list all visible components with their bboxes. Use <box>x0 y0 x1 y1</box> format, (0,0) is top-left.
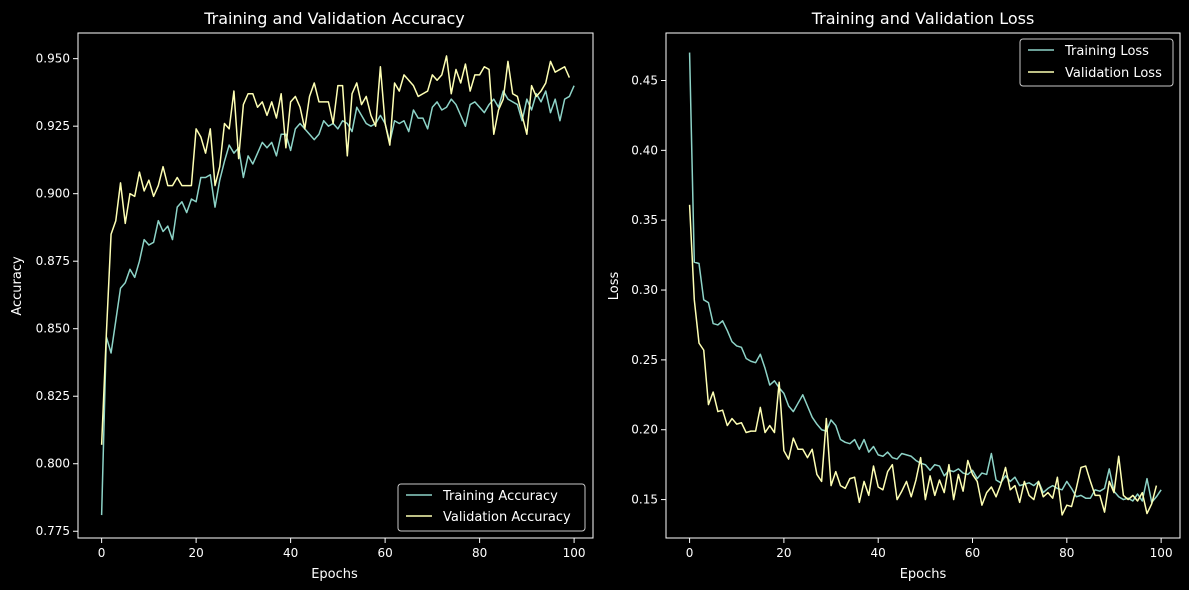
loss-x-tick-label: 60 <box>965 546 980 560</box>
loss-y-tick-label: 0.45 <box>631 73 658 87</box>
loss-x-tick-label: 20 <box>776 546 791 560</box>
loss-y-tick-label: 0.35 <box>631 213 658 227</box>
loss-x-tick-label: 0 <box>686 546 694 560</box>
loss-y-tick-label: 0.20 <box>631 423 658 437</box>
loss-y-tick-label: 0.25 <box>631 353 658 367</box>
accuracy-x-tick-label: 0 <box>98 546 106 560</box>
loss-ticks: 0 20 40 60 80 100 0.15 0.20 0.25 0.30 0.35 0.40 0.45 <box>631 73 1172 560</box>
loss-y-tick-label: 0.15 <box>631 493 658 507</box>
accuracy-y-tick-label: 0.850 <box>36 322 70 336</box>
accuracy-series <box>100 55 575 516</box>
loss-chart: Training and Validation Loss Epochs Loss… <box>607 9 1181 582</box>
loss-chart-title: Training and Validation Loss <box>811 9 1035 28</box>
series-line-training-loss <box>688 52 1162 504</box>
accuracy-y-tick-label: 0.900 <box>36 187 70 201</box>
legend-label-training-loss: Training Loss <box>1064 44 1149 59</box>
loss-y-axis-label: Loss <box>607 272 622 301</box>
accuracy-legend: Training Accuracy Validation Accuracy <box>397 483 586 532</box>
loss-legend: Training Loss Validation Loss <box>1019 38 1174 87</box>
series-line-training-accuracy <box>100 85 575 516</box>
accuracy-y-tick-label: 0.775 <box>36 524 70 538</box>
accuracy-plot-frame <box>77 32 594 539</box>
series-line-validation-accuracy <box>100 55 571 445</box>
accuracy-y-tick-label: 0.825 <box>36 389 70 403</box>
accuracy-y-tick-label: 0.875 <box>36 254 70 268</box>
accuracy-x-tick-label: 40 <box>283 546 298 560</box>
loss-y-tick-label: 0.30 <box>631 283 658 297</box>
accuracy-y-axis-label: Accuracy <box>10 256 25 316</box>
accuracy-y-tick-label: 0.925 <box>36 119 70 133</box>
accuracy-x-tick-label: 80 <box>472 546 487 560</box>
loss-series <box>688 52 1162 516</box>
accuracy-y-tick-label: 0.800 <box>36 457 70 471</box>
loss-x-tick-label: 80 <box>1059 546 1074 560</box>
loss-y-tick-label: 0.40 <box>631 143 658 157</box>
accuracy-y-tick-label: 0.950 <box>36 52 70 66</box>
loss-x-axis-label: Epochs <box>900 567 947 582</box>
legend-label-validation-accuracy: Validation Accuracy <box>443 510 571 525</box>
accuracy-x-tick-label: 60 <box>377 546 392 560</box>
loss-plot-frame <box>665 32 1181 539</box>
loss-legend-box <box>1019 38 1174 87</box>
accuracy-x-tick-label: 100 <box>563 546 586 560</box>
legend-label-validation-loss: Validation Loss <box>1065 66 1162 81</box>
series-line-validation-loss <box>688 204 1158 516</box>
accuracy-ticks: 0 20 40 60 80 100 0.775 0.800 0.825 0.850 0.875 0.9… <box>36 52 586 560</box>
accuracy-chart-title: Training and Validation Accuracy <box>203 9 465 28</box>
accuracy-chart: Training and Validation Accuracy Epochs … <box>10 9 594 582</box>
legend-label-training-accuracy: Training Accuracy <box>442 489 558 504</box>
accuracy-x-tick-label: 20 <box>188 546 203 560</box>
accuracy-x-axis-label: Epochs <box>311 567 358 582</box>
accuracy-legend-box <box>397 483 586 532</box>
loss-x-tick-label: 40 <box>871 546 886 560</box>
loss-x-tick-label: 100 <box>1150 546 1173 560</box>
